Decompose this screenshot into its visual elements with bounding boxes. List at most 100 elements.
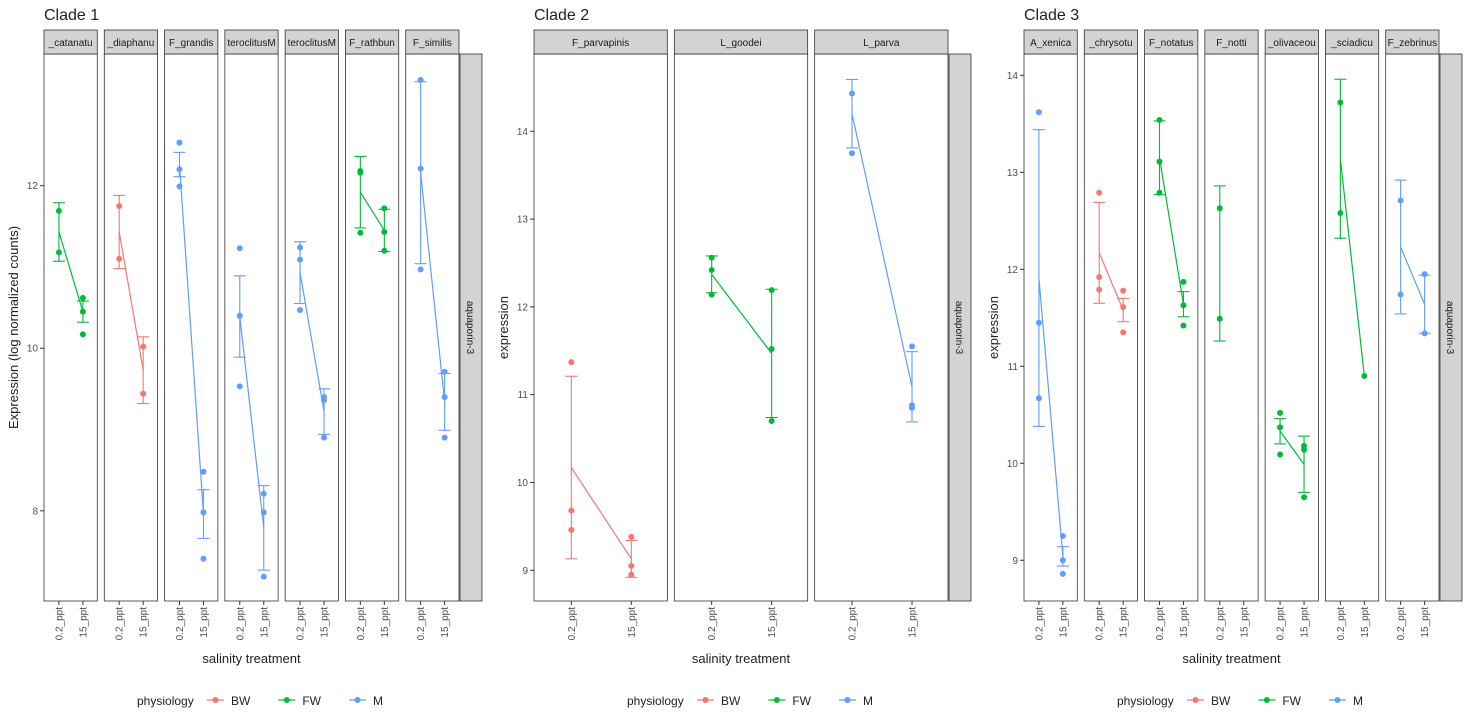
point bbox=[357, 229, 364, 236]
y-tick-label: 10 bbox=[517, 478, 529, 489]
point bbox=[140, 390, 147, 397]
panel bbox=[405, 53, 460, 602]
y-axis-title: Expression (log normalized counts) bbox=[6, 226, 21, 429]
strip bbox=[164, 29, 219, 55]
point bbox=[1277, 424, 1284, 431]
strip-label: _chrysotu bbox=[1088, 38, 1132, 49]
x-tick-label: 0.2_ppt bbox=[1215, 607, 1226, 641]
strip bbox=[224, 29, 279, 55]
panel bbox=[103, 53, 158, 602]
point bbox=[116, 202, 123, 209]
point bbox=[441, 393, 448, 400]
x-tick-label: 0.2_ppt bbox=[1034, 607, 1045, 641]
point bbox=[568, 526, 575, 533]
point bbox=[1421, 271, 1428, 278]
point bbox=[708, 266, 715, 273]
x-tick-label: 15_ppt bbox=[1360, 607, 1371, 638]
x-tick-label: 15_ppt bbox=[1420, 607, 1431, 638]
point bbox=[441, 434, 448, 441]
y-tick-label: 10 bbox=[27, 344, 39, 355]
point bbox=[1120, 329, 1127, 336]
error-bar bbox=[1032, 129, 1045, 427]
strip-label: F_zebrinus bbox=[1388, 38, 1437, 49]
strip bbox=[103, 29, 158, 55]
point bbox=[1397, 291, 1404, 298]
x-tick-label: 15_ppt bbox=[1119, 607, 1130, 638]
point bbox=[849, 90, 855, 97]
point bbox=[909, 404, 915, 411]
strip bbox=[43, 29, 98, 55]
mean-line bbox=[1158, 157, 1185, 305]
point bbox=[55, 249, 62, 256]
point bbox=[1096, 286, 1103, 293]
strip bbox=[1385, 29, 1440, 55]
point bbox=[140, 343, 147, 350]
panel bbox=[224, 53, 279, 602]
x-tick-label: 15_ppt bbox=[627, 607, 638, 638]
x-axis-title: salinity treatment bbox=[692, 651, 791, 666]
strip-label: F_notti bbox=[1216, 38, 1247, 49]
strip bbox=[405, 29, 460, 55]
point bbox=[236, 312, 243, 319]
point bbox=[176, 166, 183, 173]
point bbox=[260, 509, 267, 516]
legend-key-point bbox=[1192, 697, 1199, 703]
point bbox=[1337, 210, 1344, 217]
point bbox=[260, 573, 267, 580]
panel bbox=[533, 53, 668, 602]
panel bbox=[1204, 53, 1259, 602]
point bbox=[1156, 116, 1163, 123]
point bbox=[236, 383, 243, 390]
point bbox=[1035, 109, 1042, 116]
point bbox=[1421, 330, 1428, 337]
x-tick-label: 0.2_ppt bbox=[1095, 607, 1106, 641]
x-tick-label: 15_ppt bbox=[78, 607, 89, 638]
legend-title: physiology bbox=[137, 694, 194, 708]
y-tick-label: 10 bbox=[1007, 459, 1019, 470]
legend-label: M bbox=[373, 694, 383, 708]
strip bbox=[533, 29, 668, 55]
mean-line bbox=[711, 274, 773, 354]
y-tick-label: 12 bbox=[1007, 265, 1019, 276]
x-axis-title: salinity treatment bbox=[202, 651, 301, 666]
legend-label: BW bbox=[231, 694, 251, 708]
x-tick-label: 15_ppt bbox=[440, 607, 451, 638]
point bbox=[176, 139, 183, 146]
mean-line bbox=[1339, 158, 1365, 377]
x-tick-label: 0.2_ppt bbox=[848, 607, 859, 641]
strip-label: F_grandis bbox=[169, 38, 213, 49]
point bbox=[909, 343, 915, 350]
point bbox=[1301, 446, 1308, 453]
panel bbox=[1325, 53, 1380, 602]
point bbox=[297, 256, 304, 263]
point bbox=[768, 418, 775, 425]
mean-line bbox=[178, 164, 205, 515]
strip-label: _diaphanu bbox=[107, 38, 155, 49]
y-tick-label: 14 bbox=[1007, 71, 1019, 82]
row-strip-label: aquaporin-3 bbox=[1444, 301, 1455, 355]
point bbox=[297, 307, 304, 314]
point bbox=[381, 205, 388, 212]
strip bbox=[1144, 29, 1199, 55]
point bbox=[1035, 395, 1042, 402]
x-tick-label: 0.2_ppt bbox=[115, 607, 126, 641]
point bbox=[1277, 409, 1284, 416]
error-bar bbox=[1274, 418, 1287, 445]
point bbox=[1277, 451, 1284, 458]
point bbox=[628, 562, 635, 569]
legend-key-point bbox=[354, 697, 361, 703]
strip-label: F_parvapinis bbox=[572, 38, 629, 49]
x-tick-label: 0.2_ppt bbox=[1276, 607, 1287, 641]
point bbox=[1156, 158, 1163, 165]
point bbox=[568, 507, 575, 514]
legend-key-point bbox=[702, 697, 709, 703]
mean-line bbox=[239, 316, 265, 528]
point bbox=[321, 397, 328, 404]
row-strip bbox=[459, 53, 483, 602]
x-axis-title: salinity treatment bbox=[1182, 651, 1281, 666]
mean-line bbox=[420, 172, 446, 402]
point bbox=[176, 183, 183, 190]
legend-label: FW bbox=[1282, 694, 1301, 708]
x-tick-label: 0.2_ppt bbox=[296, 607, 307, 641]
